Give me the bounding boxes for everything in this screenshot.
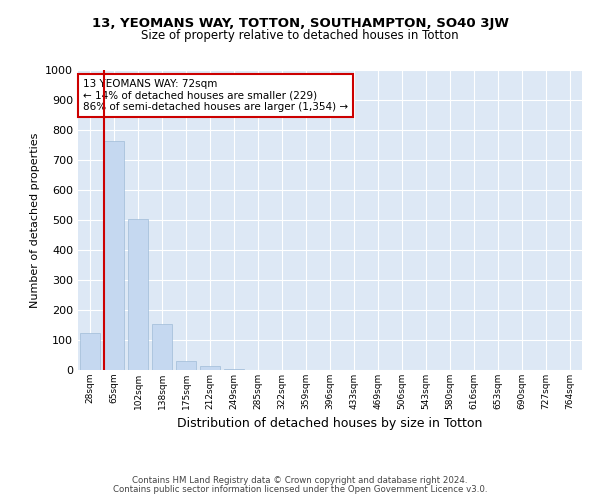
Bar [224, 368, 244, 370]
Bar [128, 218, 148, 370]
Text: Contains HM Land Registry data © Crown copyright and database right 2024.: Contains HM Land Registry data © Crown c… [132, 476, 468, 485]
Bar [80, 332, 100, 370]
Bar [200, 366, 220, 370]
Text: 13 YEOMANS WAY: 72sqm
← 14% of detached houses are smaller (229)
86% of semi-det: 13 YEOMANS WAY: 72sqm ← 14% of detached … [83, 79, 348, 112]
Y-axis label: Number of detached properties: Number of detached properties [29, 132, 40, 308]
Bar [152, 324, 172, 370]
Bar [176, 361, 196, 370]
Text: Contains public sector information licensed under the Open Government Licence v3: Contains public sector information licen… [113, 485, 487, 494]
Text: Size of property relative to detached houses in Totton: Size of property relative to detached ho… [141, 29, 459, 42]
Bar [104, 140, 124, 370]
Text: 13, YEOMANS WAY, TOTTON, SOUTHAMPTON, SO40 3JW: 13, YEOMANS WAY, TOTTON, SOUTHAMPTON, SO… [91, 18, 509, 30]
X-axis label: Distribution of detached houses by size in Totton: Distribution of detached houses by size … [178, 418, 482, 430]
